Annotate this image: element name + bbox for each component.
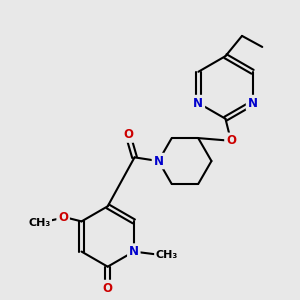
Text: CH₃: CH₃	[156, 250, 178, 260]
Text: N: N	[194, 97, 203, 110]
Text: O: O	[58, 211, 68, 224]
Text: O: O	[103, 281, 113, 295]
Text: N: N	[154, 154, 164, 167]
Text: N: N	[248, 97, 257, 110]
Text: CH₃: CH₃	[28, 218, 50, 228]
Text: O: O	[123, 128, 133, 141]
Text: N: N	[129, 245, 139, 258]
Text: O: O	[226, 134, 236, 147]
